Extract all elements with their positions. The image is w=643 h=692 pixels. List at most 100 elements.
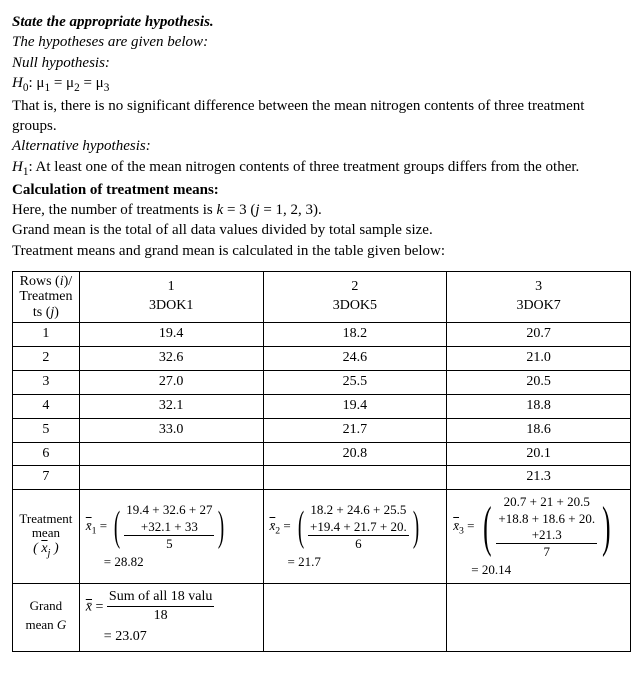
cell: 25.5 (263, 370, 447, 394)
text-treatments-k: Here, the number of treatments is k = 3 … (12, 200, 631, 220)
tm2-res: = 21.7 (288, 554, 445, 570)
tm2-t2: +19.4 + 21.7 + 20. (310, 519, 407, 534)
cell: 18.6 (447, 418, 631, 442)
cell: 33.0 (79, 418, 263, 442)
table-row: 721.3 (13, 466, 631, 490)
hdr-col-3-label: 3DOK7 (516, 298, 560, 313)
tm-sub-j: j (48, 548, 51, 559)
cell: 18.8 (447, 394, 631, 418)
gm-top: Sum of all 18 valu (107, 588, 214, 608)
data-table: Rows (i)/Treatments (j) 13DOK1 23DOK5 33… (12, 271, 631, 652)
table-row: 432.119.418.8 (13, 394, 631, 418)
cell: 20.1 (447, 442, 631, 466)
cell: 32.6 (79, 346, 263, 370)
tm-cell-1: x̄1 = (19.4 + 32.6 + 27+32.1 + 335) = 28… (79, 490, 263, 583)
cell: 20.7 (447, 323, 631, 347)
cell (263, 466, 447, 490)
grand-mean-row: Grandmean G x̄ = Sum of all 18 valu18 = … (13, 583, 631, 652)
gm-xbar: x̄ (86, 599, 92, 614)
cell: 20.5 (447, 370, 631, 394)
text-grand-mean-def: Grand mean is the total of all data valu… (12, 220, 631, 240)
cell: 27.0 (79, 370, 263, 394)
hdr-col-2-num: 2 (351, 279, 358, 294)
h1-rest: : At least one of the mean nitrogen cont… (28, 159, 579, 175)
cell: 19.4 (79, 323, 263, 347)
tm1-sub: 1 (92, 526, 97, 537)
grand-mean-label-cell: Grandmean G (13, 583, 80, 652)
h0-eq2: = μ (80, 75, 104, 91)
cell-i: 7 (13, 466, 80, 490)
gm-bot: 18 (107, 607, 214, 626)
cell-i: 4 (13, 394, 80, 418)
table-row: 533.021.718.6 (13, 418, 631, 442)
grand-mean-cell: x̄ = Sum of all 18 valu18 = 23.07 (79, 583, 263, 652)
cell: 18.2 (263, 323, 447, 347)
table-row: 232.624.621.0 (13, 346, 631, 370)
heading-calculation: Calculation of treatment means: (12, 180, 631, 200)
treatment-mean-row: Treatment mean ( xj ) x̄1 = (19.4 + 32.6… (13, 490, 631, 583)
tm1-res: = 28.82 (104, 554, 261, 570)
cell-i: 3 (13, 370, 80, 394)
h0-h: H (12, 75, 23, 91)
tm3-t2: +18.8 + 18.6 + 20. (498, 511, 595, 526)
cell-i: 1 (13, 323, 80, 347)
l9e: = 1, 2, 3). (260, 202, 322, 218)
cell: 32.1 (79, 394, 263, 418)
cell: 19.4 (263, 394, 447, 418)
cell: 24.6 (263, 346, 447, 370)
cell-i: 5 (13, 418, 80, 442)
tm1-den: 5 (124, 536, 214, 552)
cell (79, 466, 263, 490)
hdr-col-1-label: 3DOK1 (149, 298, 193, 313)
treatment-mean-label-cell: Treatment mean ( xj ) (13, 490, 80, 583)
text-h0-equation: H0: μ1 = μ2 = μ3 (12, 73, 631, 96)
text-h1: H1: At least one of the mean nitrogen co… (12, 157, 631, 180)
tm-label: Treatment mean (17, 512, 75, 541)
text-hypotheses-given: The hypotheses are given below: (12, 32, 631, 52)
text-table-intro: Treatment means and grand mean is calcul… (12, 241, 631, 261)
cell-i: 6 (13, 442, 80, 466)
tm1-t2: +32.1 + 33 (141, 519, 198, 534)
h1-h: H (12, 159, 23, 175)
h0-mu1: : μ (28, 75, 44, 91)
tm2-t1: 18.2 + 24.6 + 25.5 (310, 502, 406, 517)
tm3-sub: 3 (459, 526, 464, 537)
l9a: Here, the number of treatments is (12, 202, 217, 218)
tm-cell-2: x̄2 = (18.2 + 24.6 + 25.5+19.4 + 21.7 + … (263, 490, 447, 583)
tm2-sub: 2 (275, 526, 280, 537)
table-row: 6 20.820.1 (13, 442, 631, 466)
hdr-rows-treatments: Rows (i)/Treatments (j) (13, 271, 80, 322)
empty-cell (263, 583, 447, 652)
hdr-col-1-num: 1 (168, 279, 175, 294)
tm3-t1: 20.7 + 21 + 20.5 (504, 494, 590, 509)
heading-state-hypothesis: State the appropriate hypothesis. (12, 12, 631, 32)
text-alt-hypothesis-label: Alternative hypothesis: (12, 136, 631, 156)
tm3-den: 7 (496, 544, 597, 560)
hdr-col-1: 1 3DOK1 (79, 271, 263, 322)
tm3-res: = 20.14 (471, 562, 628, 578)
tm1-t1: 19.4 + 32.6 + 27 (126, 502, 212, 517)
table-row: 327.025.520.5 (13, 370, 631, 394)
cell: 20.8 (263, 442, 447, 466)
gm-res: = 23.07 (104, 628, 261, 647)
tm3-t3: +21.3 (532, 527, 562, 542)
tm2-den: 6 (308, 536, 409, 552)
l9c: = 3 ( (223, 202, 255, 218)
empty-cell (447, 583, 631, 652)
h0-s3: 3 (104, 82, 110, 94)
hdr-col-2: 2 3DOK5 (263, 271, 447, 322)
table-row: 119.418.220.7 (13, 323, 631, 347)
h0-eq1: = μ (50, 75, 74, 91)
cell: 21.7 (263, 418, 447, 442)
hdr-col-3-num: 3 (535, 279, 542, 294)
cell (79, 442, 263, 466)
cell: 21.3 (447, 466, 631, 490)
table-header-row: Rows (i)/Treatments (j) 13DOK1 23DOK5 33… (13, 271, 631, 322)
tm-cell-3: x̄3 = (20.7 + 21 + 20.5+18.8 + 18.6 + 20… (447, 490, 631, 583)
text-h0-description: That is, there is no significant differe… (12, 96, 631, 137)
hdr-col-2-label: 3DOK5 (333, 298, 377, 313)
cell-i: 2 (13, 346, 80, 370)
cell: 21.0 (447, 346, 631, 370)
text-null-hypothesis-label: Null hypothesis: (12, 53, 631, 73)
hdr-col-3: 3 3DOK7 (447, 271, 631, 322)
